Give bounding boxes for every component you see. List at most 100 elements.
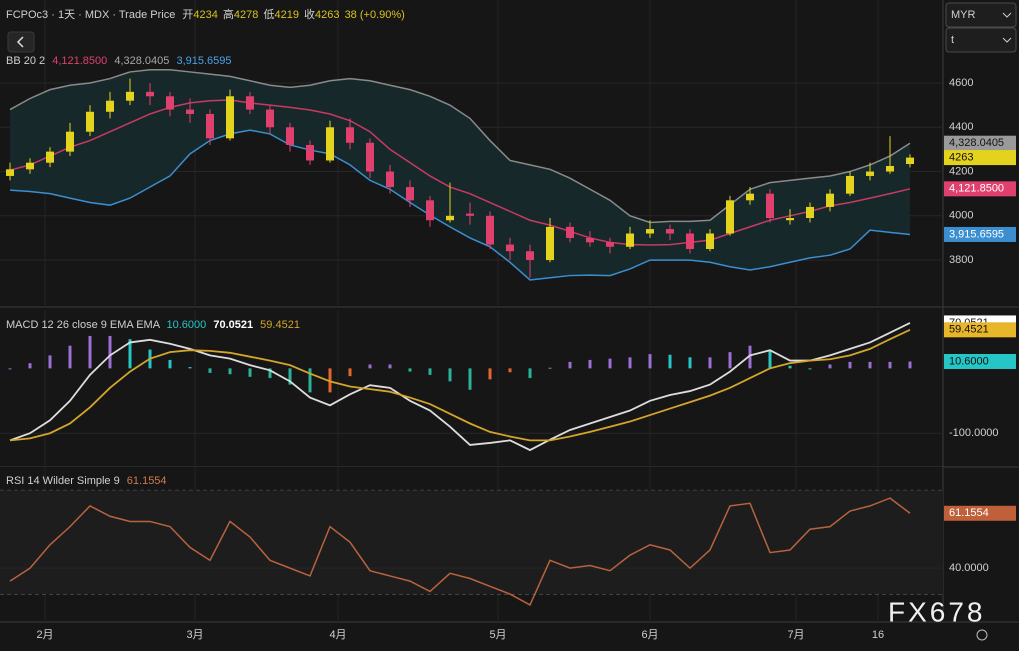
candle-body <box>666 229 674 234</box>
candle-body <box>886 166 894 172</box>
bb-middle-value: 4,121.8500 <box>52 55 107 67</box>
signal-tag: 59.4521 <box>949 324 989 336</box>
bb-lower-line <box>9 129 911 281</box>
macd-legend: MACD 12 26 close 9 EMA EMA 10.6000 70.05… <box>6 319 300 331</box>
macd-histogram-bar <box>48 355 52 369</box>
macd-histogram-bar <box>648 354 652 369</box>
candle-body <box>346 127 354 143</box>
macd-histogram-bar <box>88 335 92 369</box>
bb-title: BB 20 2 <box>6 55 45 67</box>
close-value: 4263 <box>315 9 339 21</box>
y-tick-label: 4600 <box>949 77 973 89</box>
bb-legend: BB 20 2 4,121.8500 4,328.0405 3,915.6595 <box>6 55 232 67</box>
field-box[interactable] <box>945 27 1017 53</box>
histogram-tag-bg <box>944 353 1016 369</box>
macd-histogram-bar <box>368 364 372 369</box>
candle-body <box>866 171 874 176</box>
macd-histogram-bar <box>888 361 892 369</box>
macd-histogram-bar <box>208 368 212 373</box>
open-value: 4234 <box>193 9 217 21</box>
middle-tag-bg <box>944 181 1016 197</box>
rsi-line <box>9 497 911 607</box>
macd-histogram-bar <box>28 363 32 369</box>
macd-line <box>9 322 911 452</box>
candle-body <box>846 175 854 194</box>
candle-body <box>506 244 514 252</box>
candle-body <box>566 226 574 238</box>
macd-histogram-bar <box>748 345 752 369</box>
signal-line <box>9 328 911 442</box>
x-tick-label: 2月 <box>36 629 53 641</box>
y-tick-label: 4200 <box>949 165 973 177</box>
candle-body <box>766 193 774 219</box>
signal-tag-bg <box>944 322 1016 338</box>
symbol: FCPOc3 · 1天 · MDX · Trade Price <box>6 9 175 21</box>
macd-histogram-bar <box>628 357 632 369</box>
candle-body <box>246 96 254 110</box>
macd-histogram-bar <box>668 354 672 369</box>
header: FCPOc3 · 1天 · MDX · Trade Price 开4234 高4… <box>6 7 405 21</box>
candle-body <box>146 91 154 97</box>
x-tick-label: 6月 <box>641 629 658 641</box>
currency: MYR <box>951 9 976 21</box>
currency-select[interactable]: MYR <box>945 2 1017 28</box>
lower-tag-bg <box>944 226 1016 242</box>
upper-tag: 4,328.0405 <box>949 137 1004 149</box>
back-button[interactable] <box>7 31 35 53</box>
rsi-title: RSI 14 Wilder Simple 9 <box>6 475 120 487</box>
macd-histogram-bar <box>388 364 392 369</box>
y-tick-label: 40.0000 <box>949 562 989 574</box>
x-tick-label: 3月 <box>186 629 203 641</box>
lower-tag: 3,915.6595 <box>949 228 1004 240</box>
low-value: 4219 <box>274 9 298 21</box>
macd-histogram-bar <box>188 367 192 369</box>
macd-histogram-bar <box>528 368 532 379</box>
candle-body <box>546 226 554 261</box>
macd-hist-value: 10.6000 <box>167 319 207 331</box>
candle-body <box>786 218 794 221</box>
macd-histogram-bar <box>468 368 472 390</box>
field-select[interactable]: t <box>945 27 1017 53</box>
candle-body <box>906 157 914 165</box>
rsi-tag-bg <box>944 505 1016 521</box>
change: 38 (+0.90%) <box>345 9 405 21</box>
x-tick-label: 4月 <box>329 629 346 641</box>
candle-body <box>466 213 474 216</box>
candle-body <box>206 113 214 139</box>
bb-upper-value: 4,328.0405 <box>114 55 169 67</box>
macd-value: 70.0521 <box>213 319 253 331</box>
close-label: 收 <box>304 7 315 21</box>
y-tick-label: -100.0000 <box>949 427 999 439</box>
x-tick-label: 7月 <box>787 629 804 641</box>
macd-histogram-bar <box>248 368 252 377</box>
candle-body <box>586 237 594 243</box>
last-price-tag: 4263 <box>949 151 973 163</box>
candle-body <box>746 193 754 201</box>
back-button-box[interactable] <box>7 31 35 53</box>
high-label: 高 <box>223 7 234 21</box>
candle-body <box>126 91 134 101</box>
candle-body <box>226 96 234 139</box>
rsi-tag: 61.1554 <box>949 507 989 519</box>
macd-histogram-bar <box>588 359 592 369</box>
candle-body <box>726 200 734 234</box>
candle-body <box>6 169 14 176</box>
rsi-legend: RSI 14 Wilder Simple 9 61.1554 <box>6 475 167 487</box>
macd-histogram-bar <box>688 357 692 369</box>
macd-histogram-bar <box>448 368 452 382</box>
candle-body <box>326 127 334 161</box>
macd-histogram-bar <box>768 350 772 369</box>
macd-histogram-bar <box>708 357 712 369</box>
macd-signal-value: 59.4521 <box>260 319 300 331</box>
candle-body <box>426 200 434 221</box>
y-tick-label: 3800 <box>949 254 973 266</box>
macd-histogram-bar <box>228 368 232 375</box>
x-tick-label: 16 <box>872 629 884 641</box>
currency-box[interactable] <box>945 2 1017 28</box>
candle-body <box>626 233 634 247</box>
upper-tag-bg <box>944 135 1016 151</box>
watermark: FX678 <box>888 596 986 627</box>
settings-icon[interactable] <box>976 629 988 641</box>
